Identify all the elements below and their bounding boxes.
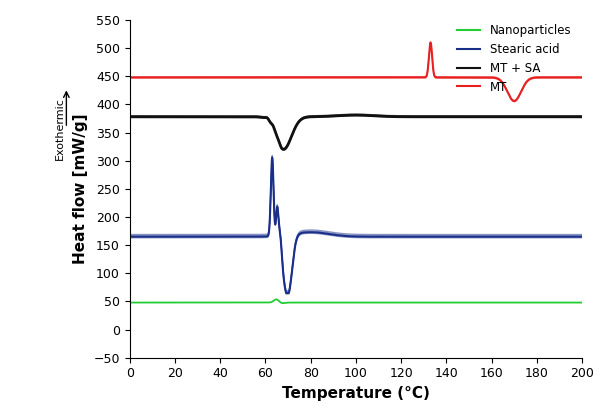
Nanoparticles <box>400 300 407 305</box>
Nanoparticles <box>273 297 280 302</box>
Nanoparticles <box>450 300 457 305</box>
Line: Nanoparticles: Nanoparticles <box>130 300 582 303</box>
Nanoparticles <box>549 300 557 305</box>
Nanoparticles <box>579 300 586 305</box>
Y-axis label: Heat flow [mW/g]: Heat flow [mW/g] <box>73 114 88 264</box>
Text: Exothermic: Exothermic <box>55 97 65 159</box>
Legend: Nanoparticles, Stearic acid, MT + SA, MT: Nanoparticles, Stearic acid, MT + SA, MT <box>452 19 576 98</box>
X-axis label: Temperature (°C): Temperature (°C) <box>282 386 430 401</box>
Nanoparticles <box>126 300 133 305</box>
Nanoparticles <box>417 300 424 305</box>
Nanoparticles <box>340 300 347 305</box>
Nanoparticles <box>279 301 286 306</box>
Nanoparticles <box>239 300 246 305</box>
